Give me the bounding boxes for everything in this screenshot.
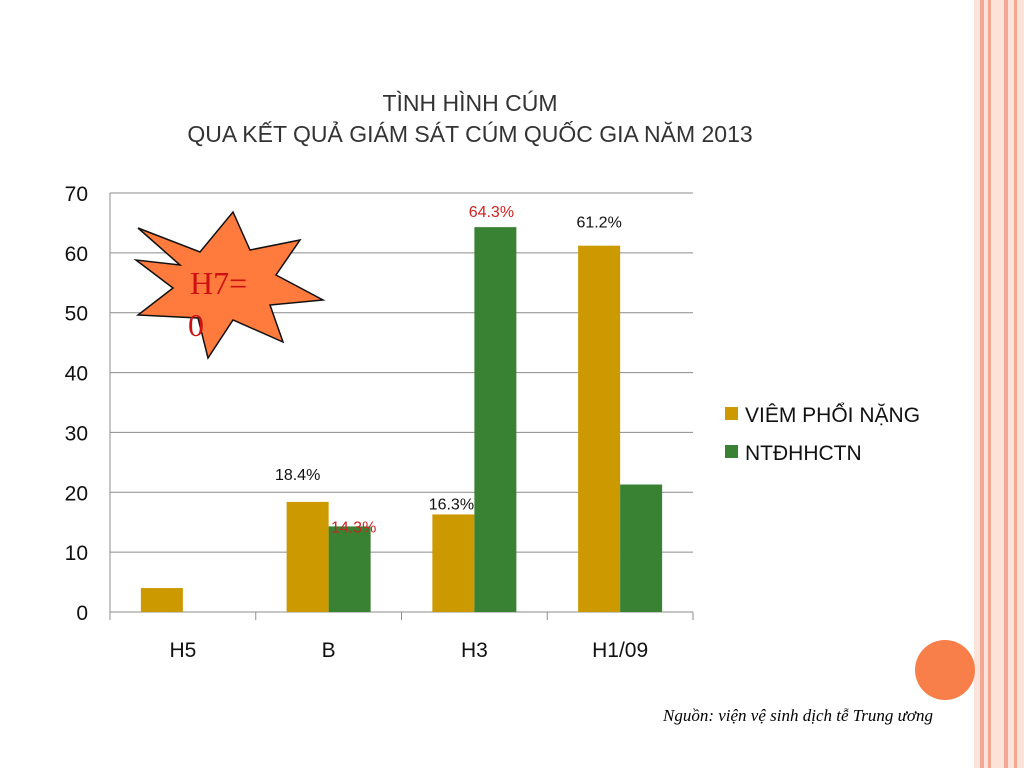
x-tick-label: H1/09: [592, 639, 648, 662]
y-tick-label: 0: [76, 602, 88, 625]
x-tick-label: H5: [169, 639, 196, 662]
data-label: 64.3%: [469, 204, 514, 221]
data-label: 14.3%: [331, 519, 376, 536]
y-tick-label: 10: [65, 542, 88, 565]
y-tick-label: 60: [65, 243, 88, 266]
starburst-annotation: [133, 210, 326, 360]
x-tick-label: H3: [461, 639, 488, 662]
legend-swatch-1: [725, 407, 738, 420]
bar-H1/09-s2: [620, 484, 663, 612]
source-note: Nguồn: viện vệ sinh dịch tễ Trung ương: [662, 706, 933, 725]
chart-title-line1: TÌNH HÌNH CÚM: [382, 90, 558, 116]
y-tick-label: 50: [65, 303, 88, 326]
data-label: 16.3%: [429, 496, 474, 513]
y-tick-label: 20: [65, 482, 88, 505]
decorative-stripes: [974, 0, 1024, 768]
y-tick-label: 70: [65, 183, 88, 206]
bar-H1/09-s1: [578, 245, 621, 612]
chart-title-line2: QUA KẾT QUẢ GIÁM SÁT CÚM QUỐC GIA NĂM 20…: [187, 121, 753, 147]
legend-label-2: NTĐHHCTN: [745, 442, 862, 465]
x-tick-label: B: [322, 639, 336, 662]
data-label: 61.2%: [576, 215, 621, 232]
chart-title: TÌNH HÌNH CÚM QUA KẾT QUẢ GIÁM SÁT CÚM Q…: [70, 88, 870, 150]
bar-B-s1: [286, 501, 329, 612]
decorative-circle: [915, 640, 975, 700]
annotation-text-line2: 0: [188, 307, 204, 343]
bar-B-s2: [328, 526, 371, 612]
bar-H5-s1: [140, 588, 183, 612]
bar-H3-s2: [474, 227, 517, 612]
data-label: 18.4%: [275, 467, 320, 484]
bar-H3-s1: [432, 514, 475, 612]
legend-label-1: VIÊM PHỔI NẶNG: [745, 403, 920, 427]
legend-swatch-2: [725, 445, 738, 458]
y-tick-label: 30: [65, 422, 88, 445]
annotation-text-line1: H7=: [190, 265, 247, 301]
y-tick-label: 40: [65, 363, 88, 386]
